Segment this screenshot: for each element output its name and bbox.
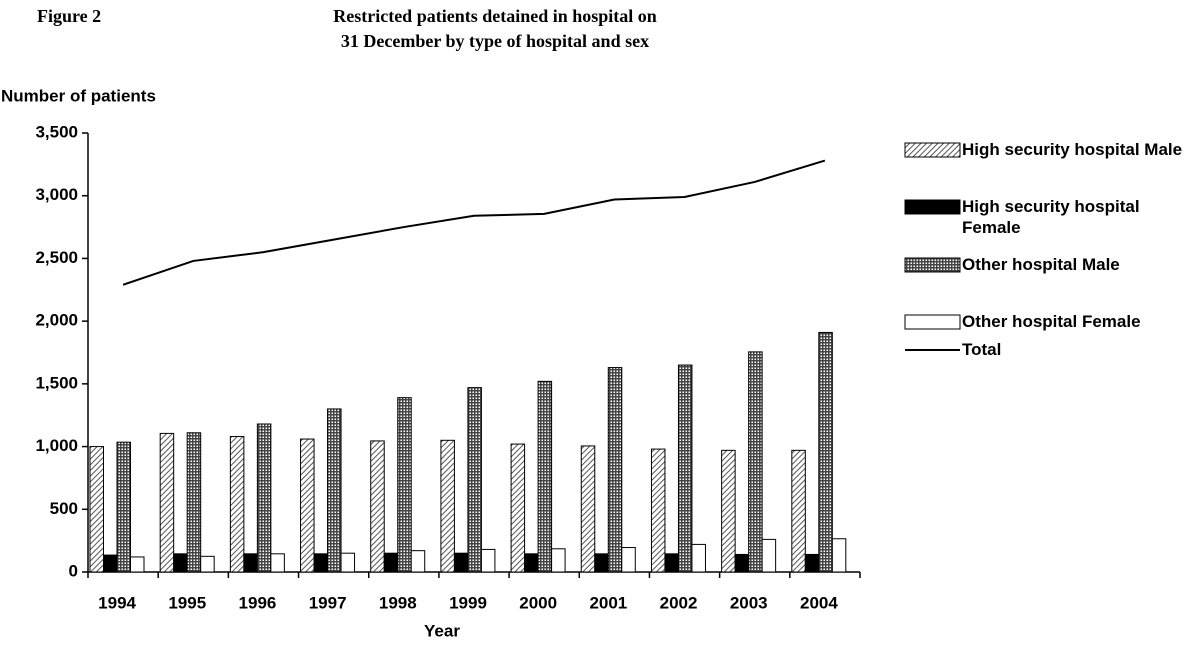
x-tick-label: 2002 [660, 593, 698, 612]
bar [580, 445, 596, 573]
bar [818, 331, 833, 573]
line [122, 159, 826, 286]
legend-label: Other hospital Male [962, 255, 1120, 274]
bar [537, 380, 553, 573]
bar [748, 351, 763, 573]
bar [791, 449, 806, 573]
bar [467, 387, 482, 573]
x-axis-label: Year [424, 621, 460, 640]
y-tick-label: 1,000 [35, 436, 78, 455]
x-tick-label: 1998 [379, 593, 417, 612]
legend-swatch [904, 257, 961, 273]
bar [621, 547, 636, 573]
bar [116, 441, 131, 573]
bar [327, 408, 342, 573]
x-tick-label: 1996 [239, 593, 277, 612]
bar [397, 397, 412, 573]
y-tick-label: 2,500 [35, 248, 78, 267]
bar [677, 364, 693, 573]
y-axis-label: Number of patients [1, 86, 156, 105]
legend-label: High security hospital Female [962, 197, 1140, 237]
legend-swatch [904, 314, 961, 330]
bar [243, 553, 258, 573]
bar [186, 432, 202, 573]
x-tick-label: 1997 [309, 593, 347, 612]
x-tick-label: 1999 [449, 593, 487, 612]
bar [270, 553, 285, 573]
figure-label: Figure 2 [37, 6, 101, 26]
chart-title: 31 December by type of hospital and sex [341, 31, 649, 51]
y-tick-label: 500 [50, 499, 78, 518]
x-tick-label: 1994 [98, 593, 136, 612]
bar [691, 543, 706, 573]
bar [761, 538, 777, 573]
chart-title: Restricted patients detained in hospital… [333, 6, 657, 26]
x-tick-label: 2004 [800, 593, 838, 612]
bar [159, 432, 175, 573]
bar [300, 438, 315, 573]
bar [383, 552, 399, 573]
bar [313, 553, 329, 573]
bar [551, 548, 566, 573]
y-tick-label: 3,000 [35, 185, 78, 204]
y-tick-label: 2,000 [35, 311, 78, 330]
y-tick-label: 0 [69, 561, 78, 580]
bar [89, 446, 104, 573]
bar [370, 440, 385, 573]
x-tick-label: 2003 [730, 593, 768, 612]
y-tick-label: 3,500 [35, 122, 78, 141]
legend-label: Total [962, 340, 1002, 359]
bar [200, 555, 215, 573]
legend-swatch [904, 199, 961, 215]
bar [453, 552, 469, 573]
bar [650, 448, 666, 573]
bar [130, 556, 145, 573]
bar [229, 436, 245, 573]
bar [664, 553, 679, 573]
bar [440, 439, 455, 573]
bar [480, 548, 496, 573]
x-tick-label: 2001 [589, 593, 627, 612]
bar [256, 423, 272, 573]
legend-label: Other hospital Female [962, 312, 1141, 331]
bar [734, 553, 750, 573]
x-tick-label: 1995 [168, 593, 206, 612]
bar [524, 553, 539, 573]
legend-label: High security hospital Male [962, 140, 1183, 159]
bar [721, 449, 736, 573]
bar [103, 554, 118, 573]
bar [510, 443, 526, 573]
x-tick-label: 2000 [519, 593, 557, 612]
y-tick-label: 1,500 [35, 373, 78, 392]
bar [607, 367, 623, 573]
legend-swatch [904, 142, 961, 158]
bar [340, 552, 356, 573]
bar [410, 550, 426, 573]
bar [173, 553, 188, 573]
bar [831, 538, 847, 573]
bar [594, 553, 609, 573]
bar [804, 553, 820, 573]
